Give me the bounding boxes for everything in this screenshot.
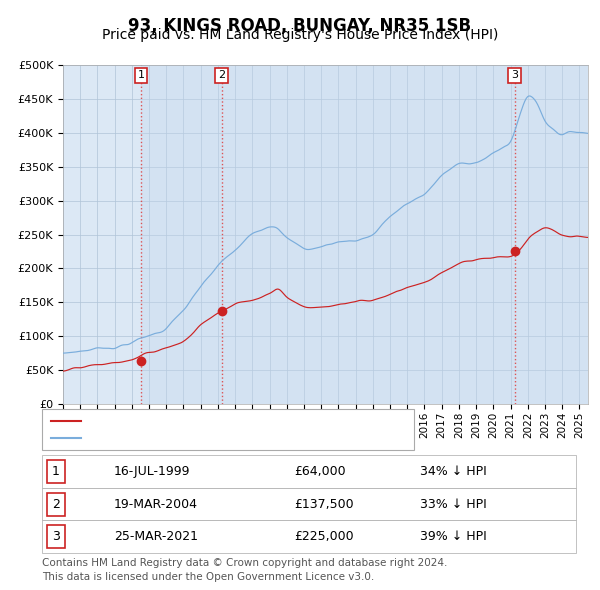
Text: HPI: Average price, detached house, East Suffolk: HPI: Average price, detached house, East… [87,432,375,445]
Text: 33% ↓ HPI: 33% ↓ HPI [420,497,487,511]
Text: 3: 3 [511,70,518,80]
Text: Price paid vs. HM Land Registry's House Price Index (HPI): Price paid vs. HM Land Registry's House … [102,28,498,42]
Bar [515,65,588,404]
Text: 93, KINGS ROAD, BUNGAY, NR35 1SB: 93, KINGS ROAD, BUNGAY, NR35 1SB [128,17,472,35]
Bar [141,65,222,404]
Text: This data is licensed under the Open Government Licence v3.0.: This data is licensed under the Open Gov… [42,572,374,582]
Text: £225,000: £225,000 [294,530,353,543]
Text: 2: 2 [52,497,60,511]
Text: 93, KINGS ROAD, BUNGAY, NR35 1SB (detached house): 93, KINGS ROAD, BUNGAY, NR35 1SB (detach… [87,414,413,427]
Text: £137,500: £137,500 [294,497,353,511]
Text: 3: 3 [52,530,60,543]
Text: 39% ↓ HPI: 39% ↓ HPI [420,530,487,543]
Text: 34% ↓ HPI: 34% ↓ HPI [420,465,487,478]
Text: 19-MAR-2004: 19-MAR-2004 [114,497,198,511]
Text: Contains HM Land Registry data © Crown copyright and database right 2024.: Contains HM Land Registry data © Crown c… [42,558,448,568]
Bar [222,65,515,404]
Text: 16-JUL-1999: 16-JUL-1999 [114,465,191,478]
Text: 2: 2 [218,70,225,80]
Text: 1: 1 [52,465,60,478]
Text: £64,000: £64,000 [294,465,346,478]
Text: 1: 1 [137,70,145,80]
Text: 25-MAR-2021: 25-MAR-2021 [114,530,198,543]
